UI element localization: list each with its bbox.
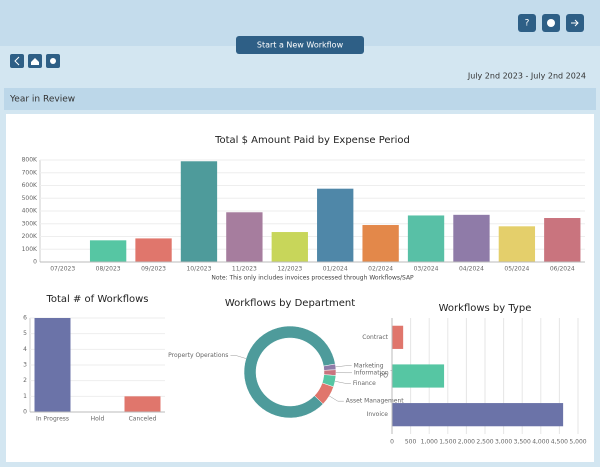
y-tick-label: 5	[23, 330, 27, 337]
chart-title: Workflows by Department	[225, 298, 355, 309]
slice-label: Property Operations	[168, 352, 228, 359]
svg-text:?: ?	[525, 19, 530, 29]
button-label[interactable]: Start a New Workflow	[257, 41, 344, 50]
y-tick-label: 300K	[22, 220, 38, 227]
x-tick-label: In Progress	[36, 416, 69, 423]
bar	[392, 403, 563, 426]
y-tick-label: 0	[23, 409, 27, 416]
x-tick-label: 06/2024	[550, 266, 575, 273]
bar	[272, 232, 308, 262]
x-tick-label: 3,500	[514, 439, 531, 446]
y-tick-label: PO	[380, 373, 389, 380]
y-tick-label: 2	[23, 377, 27, 384]
bar	[544, 218, 580, 262]
x-tick-label: 03/2024	[414, 266, 439, 273]
chart-title: Workflows by Type	[439, 303, 532, 314]
help-button[interactable]: ?	[518, 14, 536, 32]
y-tick-label: 200K	[22, 233, 38, 240]
x-tick-label: 2,500	[476, 439, 493, 446]
y-tick-label: 3	[23, 362, 27, 369]
menu-button[interactable]	[46, 54, 60, 68]
x-tick-label: Hold	[91, 416, 105, 423]
x-tick-label: 4,000	[532, 439, 549, 446]
chart-title: Total $ Amount Paid by Expense Period	[214, 135, 410, 146]
y-tick-label: 500K	[22, 195, 38, 202]
back-button[interactable]	[10, 54, 24, 68]
bar	[226, 212, 262, 262]
x-tick-label: 01/2024	[323, 266, 348, 273]
y-tick-label: Invoice	[367, 411, 389, 418]
section-bar	[4, 88, 596, 110]
x-tick-label: 02/2024	[368, 266, 393, 273]
y-tick-label: 1	[23, 393, 27, 400]
bar	[453, 215, 489, 262]
chart-title: Total # of Workflows	[45, 294, 148, 305]
new-workflow-button[interactable]: Start a New Workflow	[236, 36, 364, 54]
x-tick-label: 04/2024	[459, 266, 484, 273]
chart-note: Note: This only includes invoices proces…	[211, 275, 414, 282]
y-tick-label: 600K	[22, 182, 38, 189]
x-tick-label: 0	[390, 439, 394, 446]
x-tick-label: 4,500	[551, 439, 568, 446]
x-tick-label: 10/2023	[186, 266, 211, 273]
x-tick-label: 2,000	[458, 439, 475, 446]
x-tick-label: 500	[405, 439, 417, 446]
bar	[499, 226, 535, 262]
x-tick-label: 11/2023	[232, 266, 257, 273]
x-tick-label: 07/2023	[50, 266, 75, 273]
date-range: July 2nd 2023 - July 2nd 2024	[467, 72, 586, 81]
bar	[135, 238, 171, 262]
bar	[392, 326, 403, 349]
y-tick-label: 100K	[22, 246, 38, 253]
x-tick-label: 09/2023	[141, 266, 166, 273]
x-tick-label: 1,500	[439, 439, 456, 446]
bar	[90, 240, 126, 262]
slice-label: Finance	[353, 380, 376, 387]
settings-button[interactable]	[542, 14, 560, 32]
bar	[408, 215, 444, 262]
y-tick-label: 4	[23, 346, 27, 353]
y-tick-label: 0	[33, 259, 37, 266]
bar	[392, 364, 444, 387]
y-tick-label: 400K	[22, 208, 38, 215]
bar	[125, 396, 161, 412]
logout-button[interactable]	[566, 14, 584, 32]
y-tick-label: 6	[23, 315, 27, 322]
x-tick-label: 08/2023	[96, 266, 121, 273]
x-tick-label: 1,000	[421, 439, 438, 446]
home-button[interactable]	[28, 54, 42, 68]
section-title: Year in Review	[9, 95, 75, 105]
bar	[181, 161, 217, 262]
x-tick-label: Canceled	[129, 416, 157, 423]
slice-label: Marketing	[354, 362, 384, 369]
bar	[35, 318, 71, 412]
x-tick-label: 05/2024	[504, 266, 529, 273]
y-tick-label: 700K	[22, 169, 38, 176]
x-tick-label: 3,000	[495, 439, 512, 446]
x-tick-label: 12/2023	[277, 266, 302, 273]
y-tick-label: Contract	[362, 334, 388, 341]
x-tick-label: 5,000	[569, 439, 586, 446]
bar	[362, 225, 398, 262]
y-tick-label: 800K	[22, 157, 38, 164]
bar	[317, 189, 353, 262]
